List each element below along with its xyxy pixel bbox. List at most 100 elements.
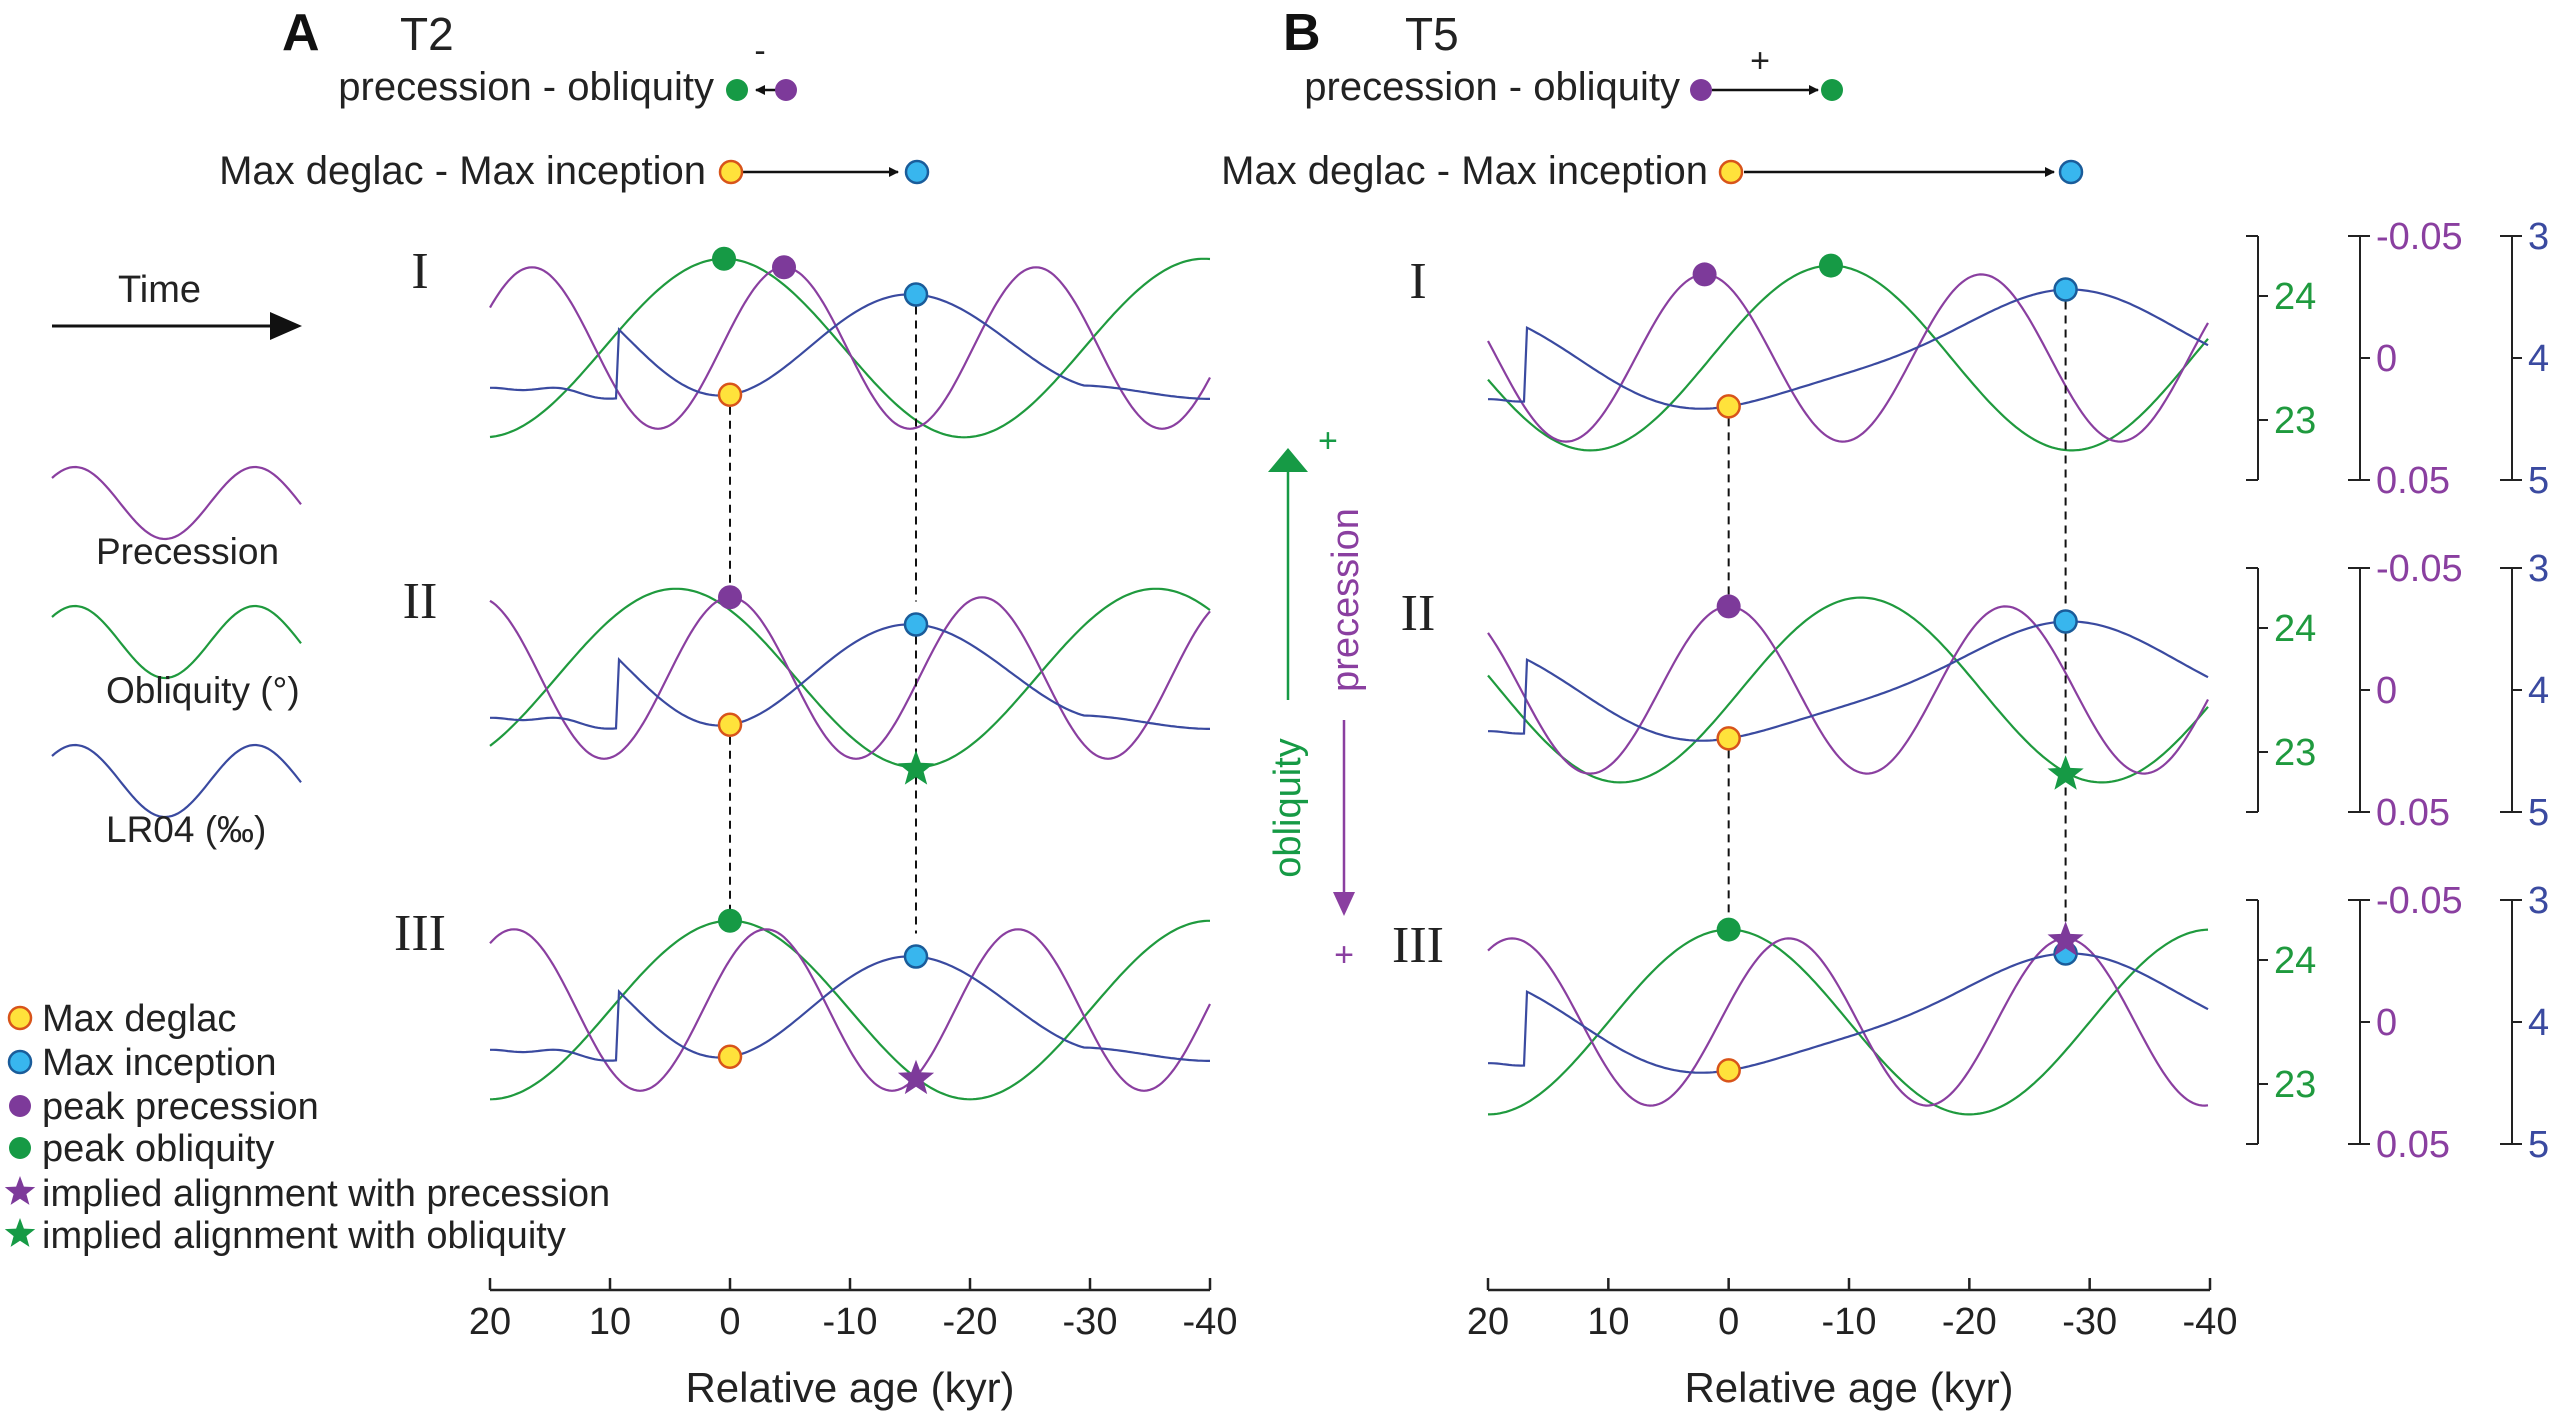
lr04-right-axis: 3 4 5	[2500, 880, 2549, 1166]
panel-a-lag-deglac-dot	[718, 159, 744, 185]
right-axis-tick-label: 3	[2528, 880, 2549, 922]
peak-obliquity-marker	[718, 908, 742, 933]
legend-peak-precession-label: peak precession	[42, 1086, 319, 1128]
x-axis-title: Relative age (kyr)	[685, 1364, 1014, 1411]
x-tick-label: -20	[1942, 1301, 1997, 1343]
obliquity-curve	[1487, 596, 2209, 784]
max-inception-marker	[903, 944, 929, 969]
lr04-curve	[490, 955, 1210, 1062]
x-tick-label: -10	[823, 1301, 878, 1343]
scenario-label: II	[403, 573, 438, 630]
right-axis-tick-label: 3	[2528, 216, 2549, 258]
obliquity-curve	[489, 257, 1211, 439]
lr04-curve	[1488, 288, 2209, 410]
row-III: III	[394, 905, 1211, 1101]
row-II: II 24 23 -0.05 0 0.05 3 4 5	[1401, 548, 2549, 943]
max-deglac-marker	[1716, 394, 1741, 419]
obliquity-curve	[1487, 264, 2209, 452]
obliquity-right-axis: 24 23	[2246, 235, 2316, 481]
obliquity-right-axis: 24 23	[2246, 567, 2316, 813]
obliquity-curve	[489, 587, 1211, 769]
legend-precession-swatch	[51, 465, 302, 541]
legend-precession-label: Precession	[96, 531, 279, 572]
legend: Time Precession Obliquity (°) LR04 (‰) M…	[4, 269, 610, 1257]
right-axis-tick-label: 4	[2528, 670, 2549, 712]
implied-precession-star	[897, 1059, 935, 1095]
peak-obliquity-marker	[1818, 253, 1843, 278]
max-deglac-marker	[1716, 1058, 1741, 1083]
right-axis-tick-label: 0.05	[2376, 1124, 2450, 1166]
middle-obliquity-label: obliquity	[1267, 738, 1309, 877]
legend-star-precession-label: implied alignment with precession	[42, 1173, 610, 1215]
implied-precession-star	[2047, 921, 2084, 956]
legend-star-precession-marker	[4, 1176, 36, 1205]
precession-curve	[489, 266, 1211, 430]
max-deglac-marker	[717, 382, 743, 407]
panel-b-phase-label: precession - obliquity	[1304, 65, 1680, 109]
panel-a-name: T2	[400, 8, 454, 60]
x-tick-label: -40	[1183, 1301, 1238, 1343]
precession-right-axis: -0.05 0 0.05	[2348, 216, 2463, 502]
middle-obliquity-plus: +	[1318, 422, 1338, 460]
legend-obliquity-label: Obliquity (°)	[106, 670, 300, 711]
max-inception-marker	[903, 282, 929, 307]
panel-b-lag-label: Max deglac - Max inception	[1221, 149, 1708, 193]
panel-b-name: T5	[1405, 8, 1459, 60]
right-axis-tick-label: 0.05	[2376, 792, 2450, 834]
middle-axis: + obliquity precession +	[1267, 422, 1367, 974]
x-tick-label: 0	[1718, 1301, 1739, 1343]
scenario-label: III	[394, 905, 446, 962]
max-deglac-marker	[1716, 726, 1741, 751]
legend-peak-obliquity-label: peak obliquity	[42, 1128, 274, 1170]
legend-star-obliquity-label: implied alignment with obliquity	[42, 1215, 566, 1257]
scenario-label: I	[1409, 253, 1426, 310]
scenario-label: III	[1392, 917, 1444, 974]
right-axis-tick-label: 5	[2528, 460, 2549, 502]
precession-curve	[1487, 605, 2209, 775]
panel-a-phase-sign: -	[754, 32, 765, 70]
legend-lr04-swatch	[51, 743, 302, 819]
precession-curve	[1487, 937, 2209, 1107]
right-axis-tick-label: 4	[2528, 1002, 2549, 1044]
legend-time-arrowhead	[270, 312, 302, 340]
legend-lr04-label: LR04 (‰)	[106, 809, 266, 850]
panel-b-header: B T5 precession - obliquity + Max deglac…	[1221, 4, 2084, 193]
middle-precession-arrowhead	[1333, 892, 1355, 916]
precession-curve	[489, 928, 1211, 1092]
lr04-right-axis: 3 4 5	[2500, 216, 2549, 502]
panel-a-header: A T2 precession - obliquity - Max deglac…	[219, 4, 930, 193]
middle-obliquity-arrowhead	[1268, 448, 1308, 472]
precession-curve	[489, 596, 1211, 760]
x-tick-label: -40	[2183, 1301, 2238, 1343]
lr04-right-axis: 3 4 5	[2500, 548, 2549, 834]
panel-b-phase-sign: +	[1750, 42, 1770, 80]
x-tick-label: 0	[719, 1301, 740, 1343]
panel-a-lag-label: Max deglac - Max inception	[219, 149, 706, 193]
right-axis-tick-label: 23	[2274, 400, 2316, 442]
legend-obliquity-swatch	[51, 604, 302, 680]
x-tick-label: 10	[1587, 1301, 1629, 1343]
right-axis-tick-label: 5	[2528, 792, 2549, 834]
x-tick-label: -20	[943, 1301, 998, 1343]
scenario-label: I	[411, 243, 428, 300]
right-axis-tick-label: 3	[2528, 548, 2549, 590]
lr04-curve	[1488, 952, 2209, 1074]
row-II: II	[403, 573, 1211, 934]
x-tick-label: -30	[2062, 1301, 2117, 1343]
lr04-curve	[490, 623, 1210, 730]
lr04-curve	[490, 293, 1210, 400]
right-axis-tick-label: 5	[2528, 1124, 2549, 1166]
peak-precession-marker	[772, 255, 796, 280]
x-tick-label: 20	[469, 1301, 511, 1343]
right-axis-tick-label: 0.05	[2376, 460, 2450, 502]
legend-peak-obliquity-marker	[9, 1137, 31, 1159]
max-inception-marker	[2053, 277, 2078, 302]
implied-obliquity-star	[2047, 755, 2084, 790]
right-axis-tick-label: 0	[2376, 1002, 2397, 1044]
legend-deglac-marker	[7, 1005, 33, 1031]
obliquity-right-axis: 24 23	[2246, 899, 2316, 1145]
max-inception-marker	[903, 612, 929, 637]
